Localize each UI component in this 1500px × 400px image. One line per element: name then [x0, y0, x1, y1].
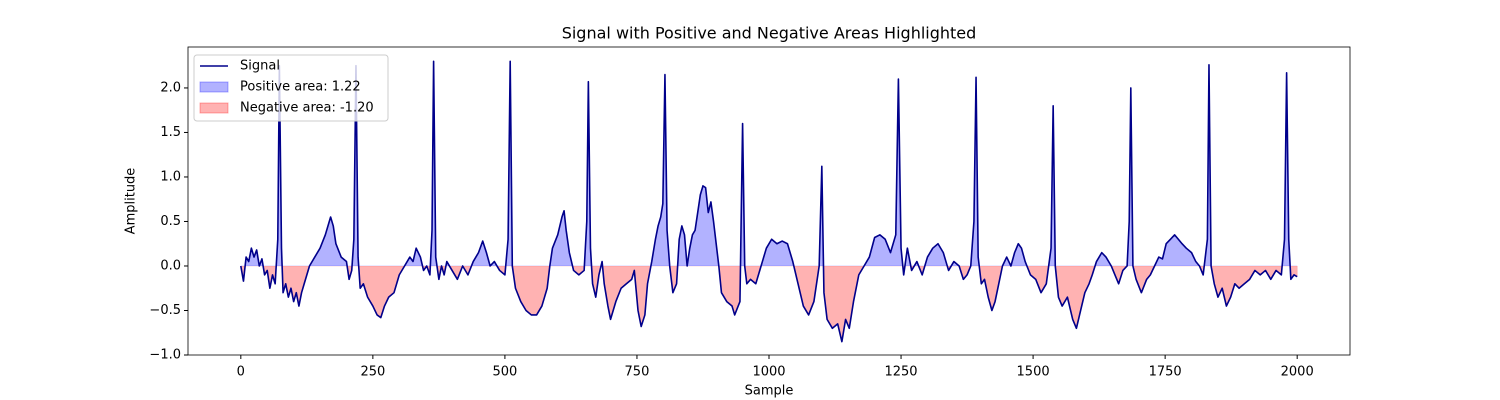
- signal-line: [240, 60, 1298, 343]
- y-tick-label: 1.0: [160, 169, 181, 184]
- x-tick-label: 1250: [884, 365, 917, 380]
- area-fill: [240, 265, 1298, 342]
- legend-patch: [199, 81, 229, 93]
- x-tick-label: 500: [492, 365, 517, 380]
- x-tick-label: 1000: [752, 365, 785, 380]
- chart-title: Signal with Positive and Negative Areas …: [562, 24, 977, 43]
- legend-patch: [199, 102, 229, 114]
- area-fill: [240, 61, 1298, 266]
- y-tick-label: 1.5: [160, 125, 181, 140]
- y-tick-label: −1.0: [149, 348, 181, 363]
- x-axis-label: Sample: [745, 384, 794, 399]
- x-tick-label: 0: [237, 365, 245, 380]
- y-tick-label: 0.0: [160, 258, 181, 273]
- y-tick-label: 0.5: [160, 214, 181, 229]
- y-tick-label: 2.0: [160, 80, 181, 95]
- legend: Signal Positive area: 1.22 Negative area: …: [193, 54, 389, 122]
- x-tick-label: 2000: [1281, 365, 1314, 380]
- legend-label: Positive area: 1.22: [240, 80, 361, 95]
- plot-frame: [187, 46, 1351, 356]
- x-tick-label: 750: [625, 365, 650, 380]
- x-tick-label: 250: [360, 365, 385, 380]
- legend-label: Signal: [240, 59, 280, 74]
- x-tick-label: 1500: [1017, 365, 1050, 380]
- x-tick-label: 1750: [1149, 365, 1182, 380]
- y-axis-label: Amplitude: [124, 168, 139, 235]
- legend-box: [193, 54, 389, 122]
- y-tick-label: −0.5: [149, 303, 181, 318]
- legend-label: Negative area: -1.20: [240, 101, 374, 116]
